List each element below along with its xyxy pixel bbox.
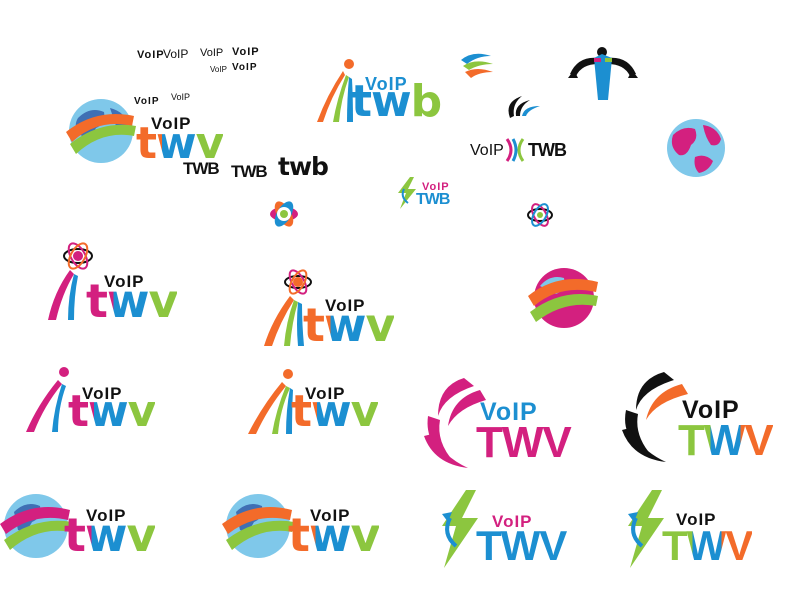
logo-name-text: twv <box>68 386 156 437</box>
voip-word: VoIP <box>232 62 258 73</box>
globe-icon <box>667 119 725 177</box>
logo-voip-text: VoIP <box>305 384 346 404</box>
logo-name-text: twv <box>86 274 178 328</box>
voip-word: VoIP <box>163 47 189 61</box>
globe-icon <box>222 494 294 558</box>
voip-word: VoIP <box>210 65 227 74</box>
swoosh-icon <box>622 372 688 462</box>
logo-voip-text: VoIP <box>325 296 366 316</box>
logo-voip-text: VoIP <box>151 114 192 134</box>
globe-icon <box>528 268 598 328</box>
logo-voip-text: VoIP <box>104 272 145 292</box>
flower-icon <box>270 201 298 227</box>
lightning-arrow-icon <box>398 177 416 209</box>
dancer-figure-icon <box>248 369 293 434</box>
voip-word: VoIP <box>171 92 191 102</box>
logo-voip-text: VoIP <box>676 510 717 529</box>
twb-word: TWB <box>183 159 220 179</box>
flower-icon <box>527 203 553 227</box>
voip-word: VoIP <box>137 49 165 61</box>
dancer-figure-icon <box>26 367 69 432</box>
swoosh-icon <box>424 378 486 468</box>
twb-word: TWB <box>231 162 268 181</box>
logo-name-text: twv <box>288 508 380 562</box>
wave-flag-icon <box>461 53 493 78</box>
logo-voip-text: VoIP <box>86 506 127 526</box>
logo-voip-text: VoIP <box>82 384 123 404</box>
arrows-figure-icon <box>568 47 638 100</box>
logo-name-text: twb <box>351 76 442 127</box>
lightning-arrow-icon <box>442 490 478 568</box>
logo-name-text: TWB <box>416 191 450 208</box>
swirl-icon <box>508 96 540 118</box>
voip-word: VoIP <box>200 47 224 59</box>
dancer-figure-icon <box>317 59 354 122</box>
logo-name-text: twv <box>291 386 379 437</box>
flower-figure-icon <box>48 242 93 320</box>
logo-name-text: TWB <box>528 140 567 160</box>
globe-icon <box>0 494 72 558</box>
logo-name-text: TWV <box>476 522 567 569</box>
voip-word: VoIP <box>232 46 260 58</box>
logo-name-text: TWV <box>678 416 774 465</box>
flower-figure-icon <box>264 269 312 346</box>
logo-voip-text: VoIP <box>470 142 504 159</box>
logo-voip-text: VoIP <box>682 396 740 424</box>
twb-word: twb <box>278 152 329 181</box>
globe-icon <box>66 99 136 163</box>
logo-voip-text: VoIP <box>480 398 538 426</box>
logo-voip-text: VoIP <box>492 512 533 531</box>
logo-voip-text: VoIP <box>422 181 450 193</box>
logo-name-text: twv <box>303 298 395 352</box>
logo-name-text: twv <box>136 118 224 169</box>
logo-voip-text: VoIP <box>365 74 408 95</box>
logo-voip-text: VoIP <box>310 506 351 526</box>
logo-name-text: TWV <box>476 418 572 467</box>
logo-name-text: twv <box>64 508 156 562</box>
logo-name-text: TWV <box>662 522 753 569</box>
bracket-figure-icon <box>505 138 525 162</box>
voip-word: VoIP <box>134 96 160 107</box>
lightning-arrow-icon <box>628 490 664 568</box>
